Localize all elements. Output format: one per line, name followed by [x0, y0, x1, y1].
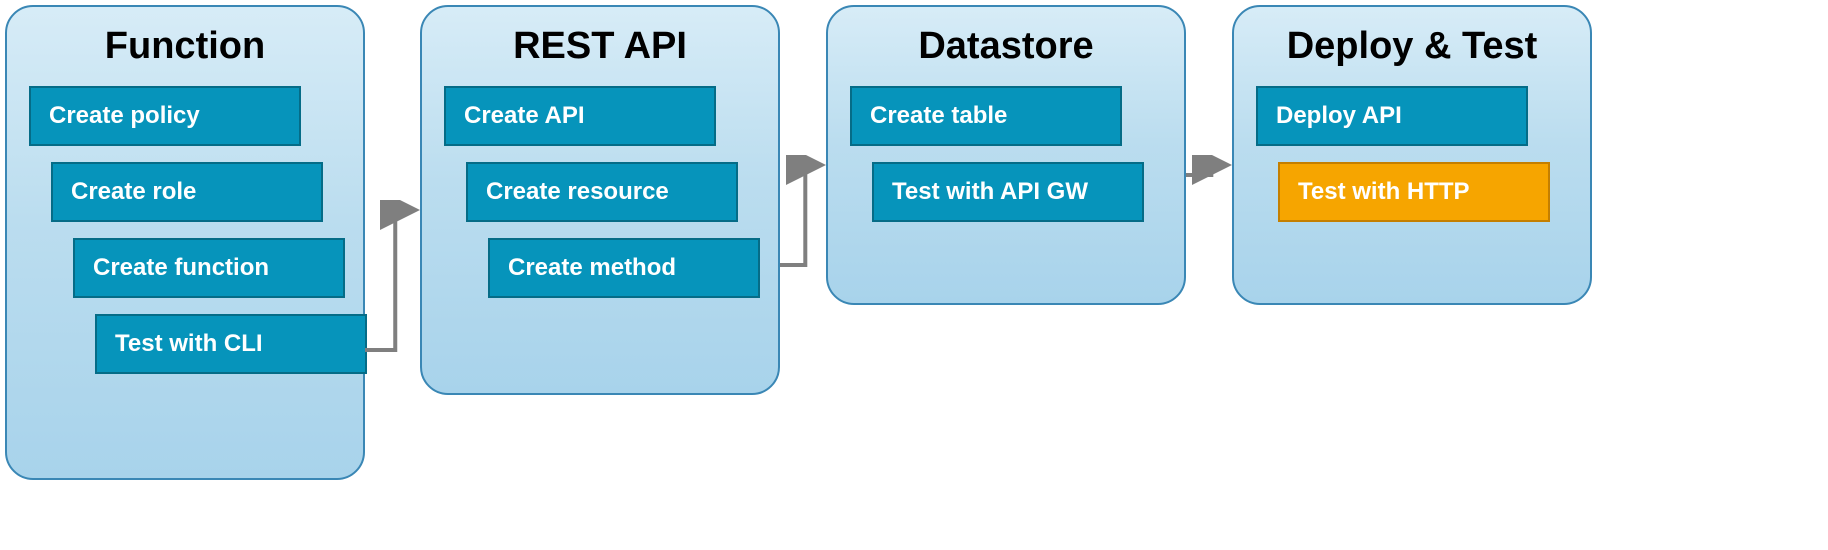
stage-deploy-test: Deploy & Test Deploy API Test with HTTP: [1232, 5, 1592, 305]
step-box: Create role: [51, 162, 323, 222]
step-box: Create method: [488, 238, 760, 298]
stage-title: Deploy & Test: [1256, 25, 1568, 68]
step-box: Test with HTTP: [1278, 162, 1550, 222]
step-box: Create API: [444, 86, 716, 146]
stage-title: REST API: [444, 25, 756, 68]
steps-container: Create policy Create role Create functio…: [29, 86, 341, 374]
steps-container: Deploy API Test with HTTP: [1256, 86, 1568, 222]
stage-title: Function: [29, 25, 341, 68]
step-box: Test with CLI: [95, 314, 367, 374]
steps-container: Create table Test with API GW: [850, 86, 1162, 222]
step-box: Create policy: [29, 86, 301, 146]
step-box: Create function: [73, 238, 345, 298]
stage-title: Datastore: [850, 25, 1162, 68]
steps-container: Create API Create resource Create method: [444, 86, 756, 298]
step-box: Test with API GW: [872, 162, 1144, 222]
step-box: Create resource: [466, 162, 738, 222]
stage-datastore: Datastore Create table Test with API GW: [826, 5, 1186, 305]
stage-function: Function Create policy Create role Creat…: [5, 5, 365, 480]
stage-rest-api: REST API Create API Create resource Crea…: [420, 5, 780, 395]
step-box: Create table: [850, 86, 1122, 146]
step-box: Deploy API: [1256, 86, 1528, 146]
